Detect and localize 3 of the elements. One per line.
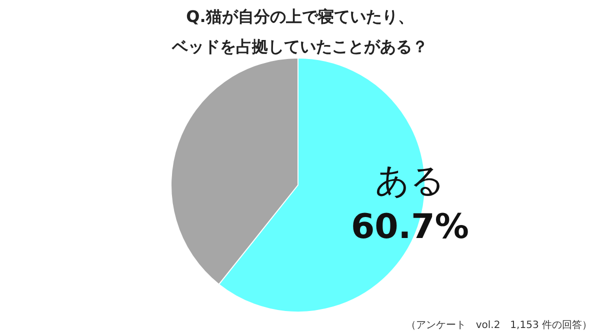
- chart-subtitle: ベッドを占拠していたことがある？: [171, 37, 428, 56]
- text: （アンケート vol.2 1,153 件の回答）: [406, 319, 592, 331]
- chart-title: Q.猫が自分の上で寝ていたり、: [186, 7, 414, 26]
